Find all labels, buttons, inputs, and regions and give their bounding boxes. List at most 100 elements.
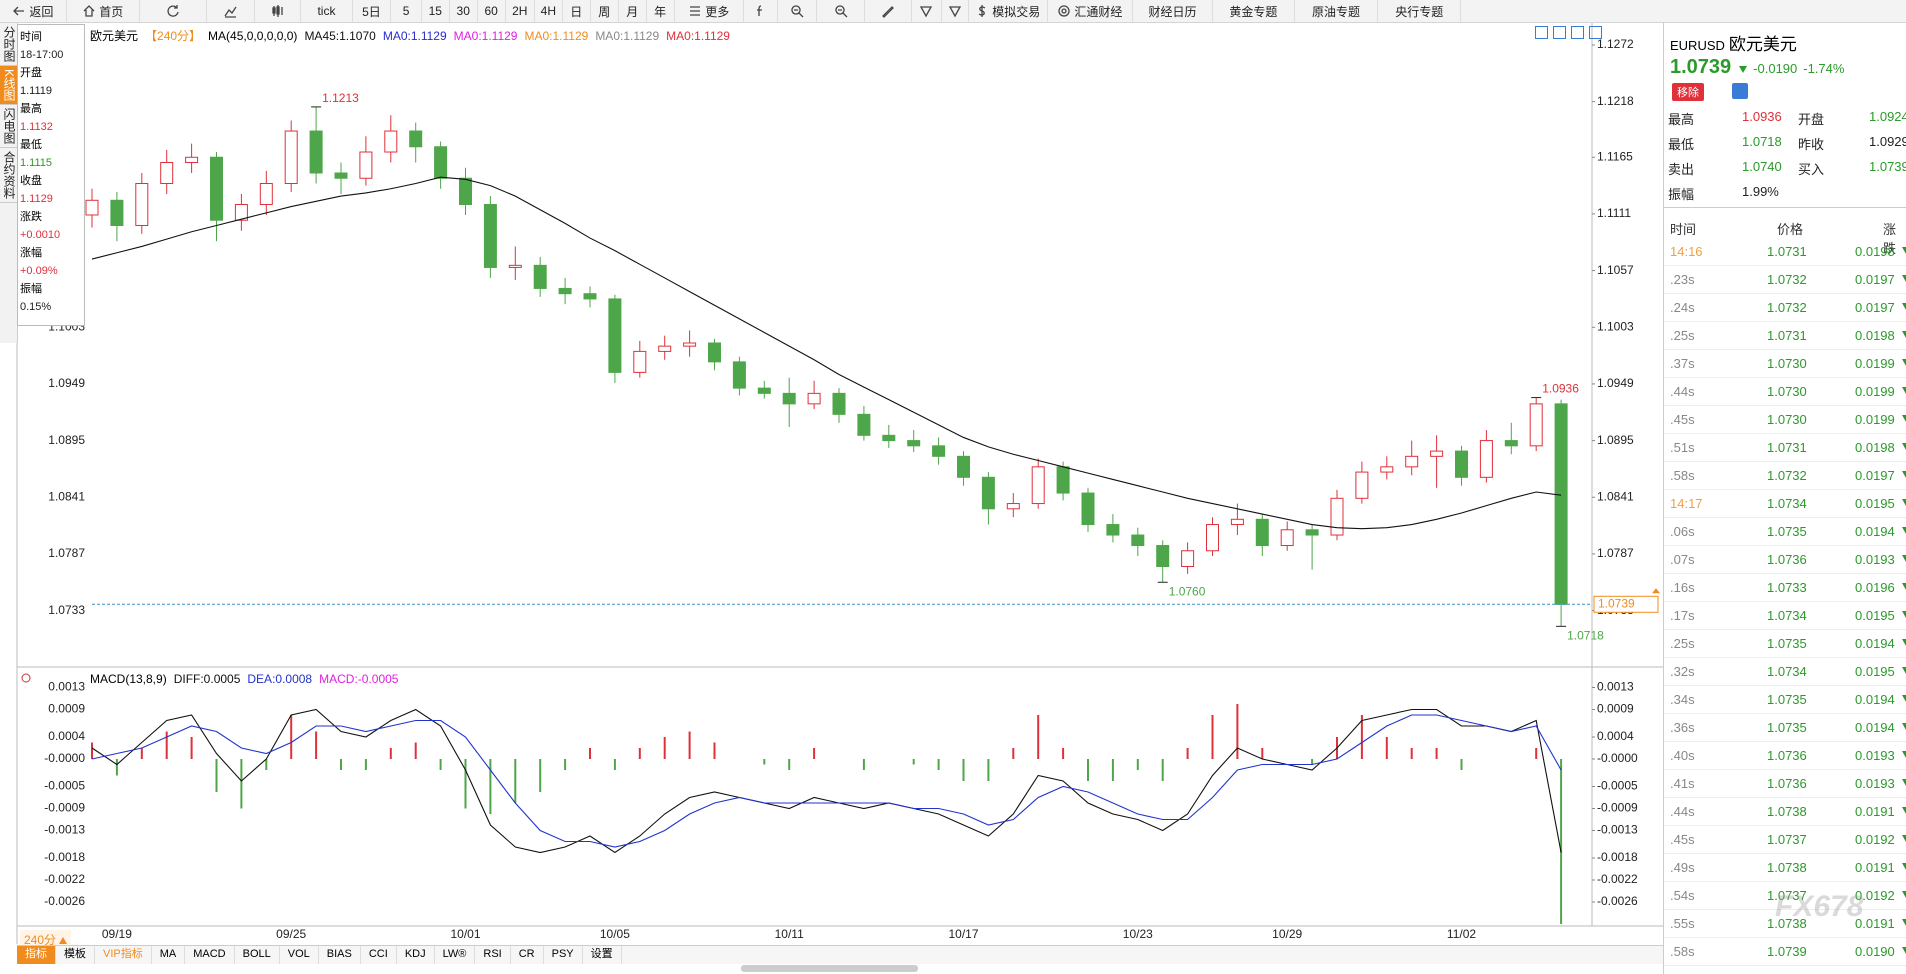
down-arrow [1902,611,1906,618]
toolbar-button[interactable]: 5日 [353,0,392,22]
indicator-tab[interactable]: RSI [475,946,511,964]
indicator-tab[interactable]: MACD [185,946,235,964]
pane-button[interactable] [1589,26,1602,39]
toolbar-icon[interactable] [140,0,207,22]
tick-row: .44s 1.0738 0.0191 [1664,797,1906,826]
tick-change: 0.0194 [1855,524,1895,539]
toolbar-button[interactable]: 财经日历 [1133,0,1214,22]
toolbar-button[interactable]: 原油专题 [1295,0,1379,22]
icon [13,6,25,16]
toolbar-button[interactable]: 返回 [0,0,67,22]
toolbar-button[interactable]: 15 [422,0,450,22]
toolbar-button[interactable]: 30 [450,0,478,22]
side-tab[interactable]: 分时图 [0,23,17,66]
tick-price: 1.0735 [1767,692,1807,707]
info-value: 0.15% [20,301,52,313]
toolbar-button[interactable]: 年 [647,0,675,22]
down-arrow [1902,387,1906,394]
side-tab[interactable]: K线图 [0,66,17,106]
tick-price: 1.0734 [1767,496,1807,511]
toolbar-button[interactable]: 4H [535,0,563,22]
tick-row: .45s 1.0737 0.0192 [1664,825,1906,854]
toolbar-label: 日 [570,4,583,19]
x-tick-label: 09/19 [102,927,132,941]
tick-time: .49s [1670,860,1695,875]
ma-legend-item: MA0:1.1129 [666,28,730,43]
pane-button[interactable] [1571,26,1584,39]
toolbar-button[interactable]: 更多 [675,0,744,22]
indicator-tab[interactable]: VOL [280,946,319,964]
tick-row: .44s 1.0730 0.0199 [1664,377,1906,406]
chart-title: 欧元美元 [90,29,139,43]
indicator-tab[interactable]: 模板 [56,946,95,964]
toolbar-button[interactable]: 黄金专题 [1213,0,1295,22]
y-tick-label: 1.1003 [1597,319,1634,333]
toolbar-button[interactable]: 5 [391,0,422,22]
side-tab[interactable]: 闪电图 [0,105,17,149]
toolbar-icon[interactable] [912,0,943,22]
tick-row: .40s 1.0736 0.0193 [1664,741,1906,770]
indicator-tab[interactable]: LW® [435,946,476,964]
indicator-tab[interactable]: PSY [544,946,583,964]
toolbar-button[interactable]: 月 [619,0,647,22]
toolbar: 返回 首页 tick 5日 5 15 30 60 2H 4H 日周月年 更多 模拟交易 汇通财经 财经日历 黄… [0,0,1906,23]
toolbar-icon[interactable] [942,0,969,22]
toolbar-button[interactable]: 汇通财经 [1048,0,1133,22]
down-arrow [1902,331,1906,338]
tick-row: 14:17 1.0734 0.0195 [1664,489,1906,518]
candle-body [1405,455,1419,468]
toolbar-button[interactable]: 60 [478,0,506,22]
info-label: 涨幅 [20,247,42,259]
side-tab[interactable]: 合约资料 [0,148,17,204]
candle-body [1031,466,1045,505]
down-arrow [1902,247,1906,254]
indicator-tab[interactable]: BIAS [319,946,361,964]
extreme-label: 1.0936 [1542,382,1579,396]
toolbar-icon[interactable] [778,0,817,22]
period-button[interactable]: 240分 [20,930,72,949]
icon-stroke [882,6,894,18]
pane-button[interactable] [1535,26,1548,39]
indicator-tab[interactable]: VIP指标 [95,946,152,964]
toolbar-button[interactable]: 首页 [67,0,140,22]
y-tick-label: 0.0004 [48,729,85,743]
tick-change: 0.0193 [1855,776,1895,791]
tick-time: .23s [1670,272,1695,287]
toolbar-icon[interactable] [817,0,866,22]
down-arrow [1902,415,1906,422]
remove-button[interactable]: 移除 [1672,83,1704,101]
indicator-tab[interactable]: BOLL [235,946,280,964]
toolbar-button[interactable]: 2H [506,0,535,22]
macd-legend: MACD(13,8,9) DIFF:0.0005 DEA:0.0008 MACD:-0… [90,672,398,686]
info-value: 1.1119 [20,85,53,97]
arrow-icon [59,937,68,944]
settings-icon [21,673,31,683]
price-change-pct: -1.74% [1803,61,1845,76]
indicator-tab[interactable]: 设置 [583,946,622,964]
toolbar-icon[interactable] [207,0,256,22]
indicator-tab[interactable]: 指标 [17,946,56,964]
indicator-tab[interactable]: MA [152,946,186,964]
tick-time: .40s [1670,748,1695,763]
toolbar-button[interactable]: 央行专题 [1378,0,1462,22]
scrollbar[interactable] [741,965,918,972]
toolbar-button[interactable]: tick [301,0,353,22]
alert-button[interactable] [1732,83,1748,99]
toolbar-icon[interactable] [744,0,778,22]
candle-body [135,183,149,226]
toolbar-button[interactable]: 日 [563,0,591,22]
indicator-tab[interactable]: CR [511,946,544,964]
icon-stroke [83,5,95,17]
indicator-tab[interactable]: CCI [361,946,397,964]
toolbar-icon[interactable] [865,0,912,22]
candle-body [334,172,348,179]
toolbar-icon[interactable] [255,0,302,22]
toolbar-button[interactable]: 周 [591,0,619,22]
toolbar-button[interactable]: 模拟交易 [969,0,1048,22]
icon [690,6,701,16]
pane-button[interactable] [1553,26,1566,39]
y-tick-label: 1.1057 [1597,263,1634,277]
tick-row: .32s 1.0734 0.0195 [1664,657,1906,686]
stat-value: 1.0739 [1869,159,1906,174]
indicator-tab[interactable]: KDJ [397,946,435,964]
